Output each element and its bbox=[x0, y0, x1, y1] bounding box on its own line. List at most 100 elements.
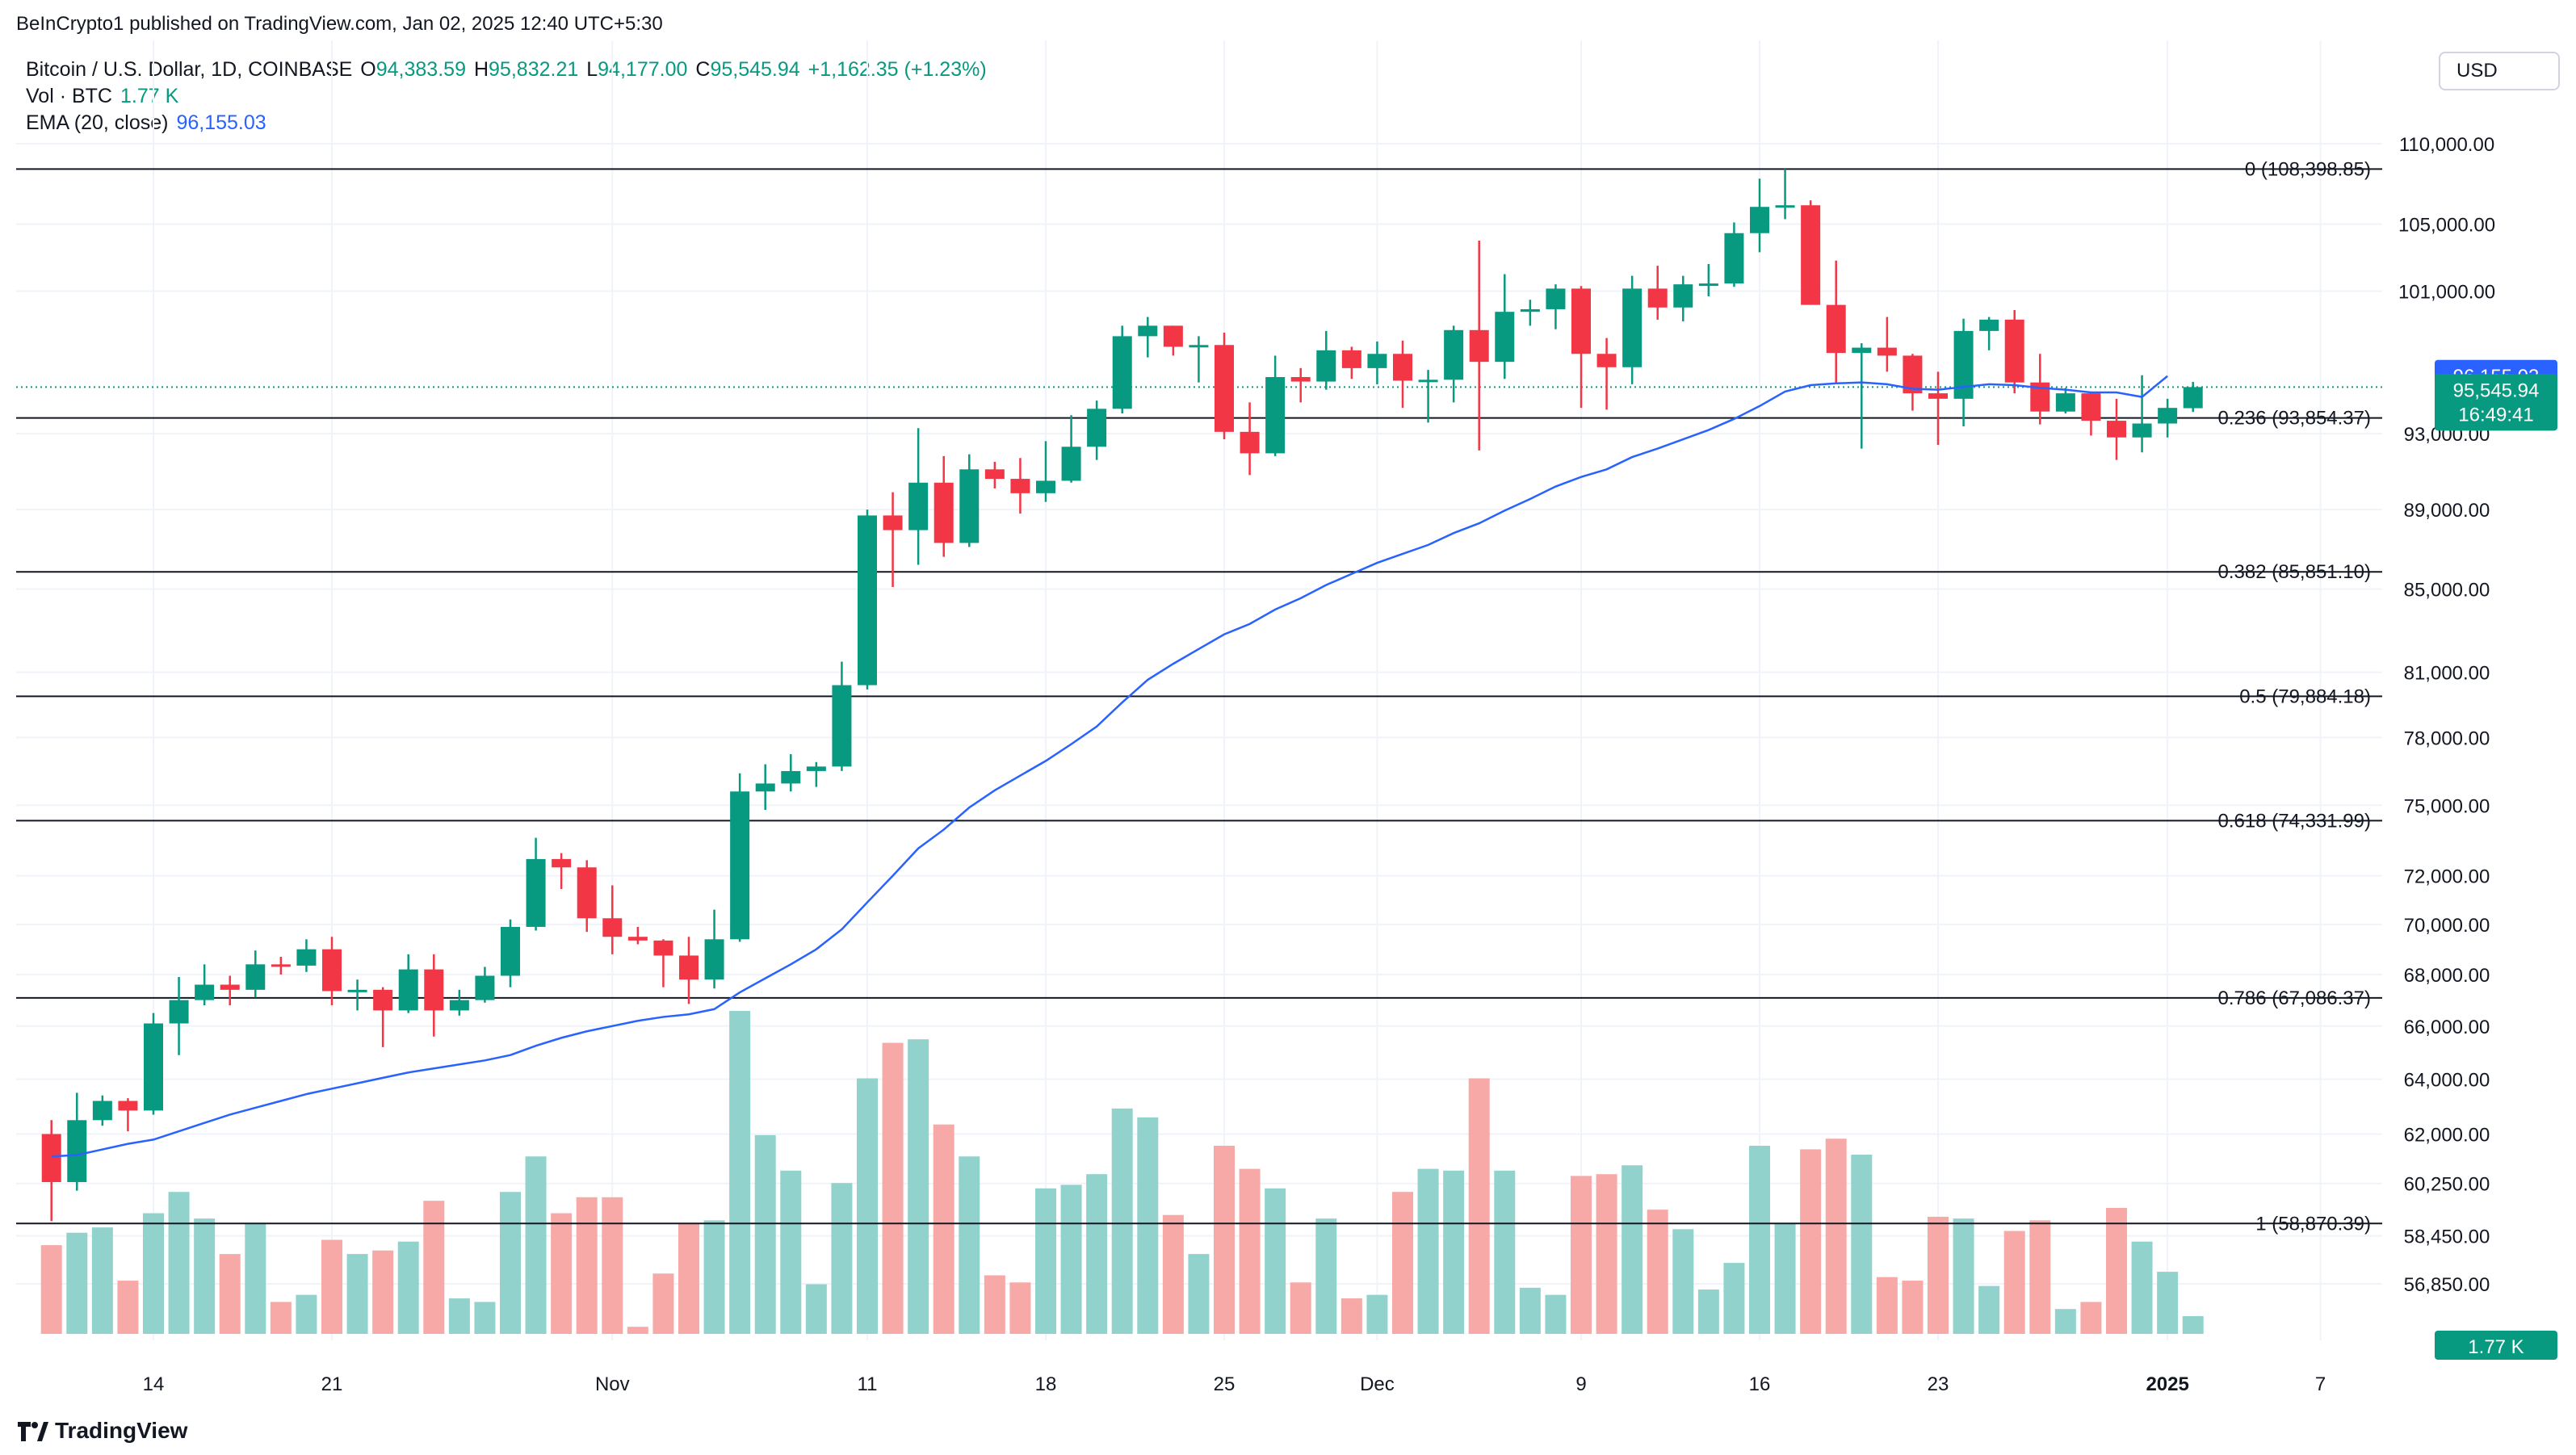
volume-bar bbox=[423, 1201, 445, 1334]
volume-bar bbox=[448, 1298, 470, 1334]
candle-body bbox=[1852, 347, 1872, 354]
price-axis-label: 58,450.00 bbox=[2404, 1226, 2490, 1248]
price-axis-label: 81,000.00 bbox=[2404, 663, 2490, 685]
volume-bar bbox=[831, 1183, 853, 1334]
volume-bar bbox=[1571, 1176, 1592, 1334]
volume-bar bbox=[2157, 1272, 2179, 1334]
volume-bar bbox=[245, 1223, 266, 1334]
candle-body bbox=[195, 984, 215, 1000]
fib-label: 0.236 (93,854.37) bbox=[2218, 408, 2371, 430]
candle-body bbox=[1750, 207, 1769, 233]
volume-bar bbox=[372, 1250, 394, 1334]
fib-label: 0.5 (79,884.18) bbox=[2239, 686, 2371, 707]
volume-tag-text: 1.77 K bbox=[2468, 1336, 2524, 1358]
currency-button[interactable]: USD bbox=[2439, 52, 2560, 90]
candle-body bbox=[730, 791, 750, 940]
candle-body bbox=[1316, 350, 1336, 382]
candle-body bbox=[271, 964, 291, 967]
price-axis[interactable]: 110,000.00105,000.00101,000.0093,000.008… bbox=[2398, 134, 2495, 1296]
legend-close-value: 95,545.94 bbox=[710, 58, 800, 81]
volume-bar bbox=[1800, 1149, 1822, 1334]
legend-high-value: 95,832.21 bbox=[489, 58, 579, 81]
volume-bar bbox=[321, 1239, 342, 1334]
candle-body bbox=[1265, 376, 1286, 454]
volume-bar bbox=[703, 1220, 725, 1334]
candle-body bbox=[296, 949, 317, 966]
candle-body bbox=[2132, 423, 2152, 438]
volume-bar bbox=[500, 1192, 521, 1334]
candle-body bbox=[2183, 387, 2203, 409]
volume-bar bbox=[1876, 1277, 1898, 1334]
volume-bar bbox=[1340, 1298, 1362, 1334]
price-axis-label: 64,000.00 bbox=[2404, 1070, 2490, 1092]
volume-bar bbox=[959, 1156, 980, 1334]
volume-bar bbox=[1443, 1170, 1465, 1334]
candle-body bbox=[1979, 319, 1999, 331]
candle-body bbox=[501, 926, 520, 976]
volume-bar bbox=[219, 1254, 241, 1334]
candle-body bbox=[704, 939, 724, 980]
candle-body bbox=[2055, 393, 2075, 412]
volume-bar bbox=[270, 1302, 292, 1334]
ema-line bbox=[51, 375, 2168, 1158]
candle-body bbox=[883, 515, 903, 530]
price-axis-label: 60,250.00 bbox=[2404, 1174, 2490, 1196]
legend-ema-label: EMA (20, close) bbox=[26, 111, 169, 134]
candle-body bbox=[475, 975, 495, 1000]
candle-body bbox=[1469, 329, 1489, 363]
volume-bar bbox=[1392, 1192, 1413, 1334]
candle-body bbox=[1520, 308, 1540, 312]
fib-label: 0.786 (67,086.37) bbox=[2218, 987, 2371, 1009]
legend-change: +1,162.35 (+1.23%) bbox=[808, 58, 987, 81]
price-axis-label: 101,000.00 bbox=[2398, 282, 2495, 304]
price-axis-label: 78,000.00 bbox=[2404, 728, 2490, 749]
volume-bar bbox=[602, 1197, 623, 1334]
volume-bar bbox=[1902, 1281, 1924, 1334]
candle-body bbox=[1698, 283, 1718, 287]
volume-bar bbox=[296, 1294, 317, 1334]
close-price-tag-text: 95,545.94 bbox=[2453, 379, 2540, 401]
volume-bar bbox=[346, 1254, 368, 1334]
price-axis-label: 110,000.00 bbox=[2399, 134, 2494, 156]
chart-legend: Bitcoin / U.S. Dollar, 1D, COINBASE O94,3… bbox=[26, 57, 987, 136]
volume-bar bbox=[1417, 1168, 1439, 1334]
price-axis-label: 66,000.00 bbox=[2404, 1017, 2490, 1038]
volume-bar bbox=[40, 1245, 62, 1334]
time-axis[interactable]: 14 21 Nov 11 18 25 Dec 9 16 23 2025 7 bbox=[143, 1373, 2326, 1395]
candle-body bbox=[908, 482, 929, 530]
volume-bar bbox=[551, 1213, 573, 1334]
candle-body bbox=[220, 984, 240, 990]
candle-body bbox=[858, 515, 877, 686]
legend-ema-row: EMA (20, close) 96,155.03 bbox=[26, 110, 987, 136]
fib-label: 0.382 (85,851.10) bbox=[2218, 561, 2371, 583]
candle-body bbox=[781, 770, 801, 784]
fib-label: 0.618 (74,331.99) bbox=[2218, 810, 2371, 832]
volume-bar bbox=[525, 1156, 547, 1334]
volume-bar bbox=[1825, 1138, 1847, 1334]
time-axis-label: 2025 bbox=[2146, 1373, 2188, 1395]
candle-body bbox=[1826, 304, 1846, 354]
volume-bar bbox=[984, 1275, 1005, 1334]
volume-bar bbox=[1162, 1214, 1184, 1334]
volume-bar bbox=[1315, 1218, 1337, 1334]
candle-body bbox=[1546, 288, 1566, 309]
legend-volume-row: Vol · BTC 1.77 K bbox=[26, 83, 987, 110]
volume-bar bbox=[1622, 1165, 1643, 1334]
volume-bar bbox=[652, 1273, 674, 1334]
candle-body bbox=[1215, 345, 1234, 432]
volume-bar bbox=[908, 1039, 929, 1334]
time-axis-label: 7 bbox=[2315, 1373, 2326, 1395]
volume-bar bbox=[1111, 1108, 1133, 1334]
candle-body bbox=[806, 766, 826, 771]
legend-open-label: O bbox=[360, 58, 376, 81]
volume-bar bbox=[678, 1223, 699, 1334]
volume-bar bbox=[2106, 1207, 2127, 1334]
volume-bar bbox=[857, 1078, 878, 1334]
legend-low-label: L bbox=[586, 58, 598, 81]
candle-body bbox=[1444, 329, 1464, 380]
candle-body bbox=[526, 858, 546, 927]
candle-body bbox=[1495, 312, 1515, 363]
candles bbox=[41, 169, 2203, 1222]
candle-body bbox=[41, 1134, 61, 1182]
